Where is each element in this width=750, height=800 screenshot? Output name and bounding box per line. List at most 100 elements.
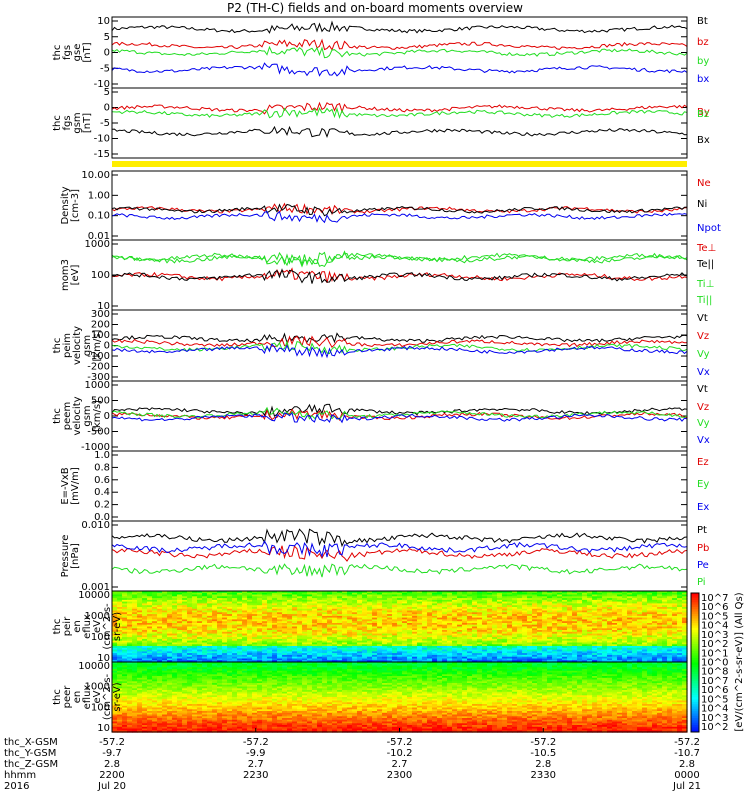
heatmap-cell — [117, 640, 123, 644]
heatmap-cell — [572, 656, 578, 660]
heatmap-cell — [542, 596, 548, 599]
heatmap-cell — [632, 592, 638, 596]
heatmap-cell — [477, 603, 483, 606]
heatmap-cell — [157, 640, 163, 644]
heatmap-cell — [462, 607, 468, 610]
heatmap-cell — [167, 623, 173, 626]
heatmap-cell — [467, 610, 473, 613]
heatmap-cell — [167, 594, 173, 597]
heatmap-cell — [267, 596, 273, 599]
heatmap-cell — [682, 608, 688, 612]
heatmap-cell — [237, 660, 243, 663]
heatmap-cell — [407, 633, 413, 636]
heatmap-cell — [432, 642, 438, 645]
heatmap-cell — [142, 644, 148, 647]
heatmap-cell — [127, 612, 133, 615]
heatmap-cell — [307, 631, 313, 635]
heatmap-cell — [302, 631, 308, 635]
heatmap-cell — [362, 662, 368, 665]
heatmap-cell — [222, 656, 228, 660]
heatmap-cell — [367, 626, 373, 629]
heatmap-cell — [212, 653, 218, 656]
heatmap-cell — [237, 646, 243, 649]
heatmap-cell — [427, 603, 433, 606]
heatmap-cell — [642, 623, 648, 626]
heatmap-cell — [262, 628, 268, 631]
heatmap-cell — [177, 608, 183, 612]
heatmap-cell — [407, 631, 413, 635]
heatmap-cell — [672, 608, 678, 612]
heatmap-cell — [412, 608, 418, 612]
heatmap-cell — [227, 605, 233, 608]
heatmap-cell — [417, 612, 423, 615]
heatmap-cell — [512, 594, 518, 597]
heatmap-cell — [402, 644, 408, 647]
heatmap-cell — [457, 647, 463, 651]
heatmap-cell — [392, 660, 398, 663]
heatmap-cell — [522, 630, 528, 633]
heatmap-cell — [137, 637, 143, 640]
heatmap-cell — [142, 619, 148, 622]
heatmap-cell — [187, 649, 193, 652]
heatmap-cell — [442, 638, 448, 642]
heatmap-cell — [612, 640, 618, 644]
heatmap-cell — [472, 647, 478, 651]
heatmap-cell — [572, 642, 578, 645]
heatmap-cell — [322, 624, 328, 628]
heatmap-cell — [462, 610, 468, 613]
heatmap-cell — [412, 607, 418, 610]
heatmap-cell — [202, 638, 208, 642]
heatmap-cell — [172, 599, 178, 603]
heatmap-cell — [202, 637, 208, 640]
heatmap-cell — [617, 647, 623, 651]
heatmap-cell — [487, 644, 493, 647]
heatmap-cell — [682, 614, 688, 617]
heatmap-cell — [292, 630, 298, 633]
heatmap-cell — [382, 623, 388, 626]
heatmap-cell — [282, 644, 288, 647]
heatmap-cell — [217, 612, 223, 615]
heatmap-cell — [567, 656, 573, 660]
heatmap-cell — [277, 615, 283, 619]
heatmap-cell — [312, 628, 318, 631]
heatmap-cell — [172, 642, 178, 645]
heatmap-cell — [622, 651, 628, 654]
heatmap-cell — [292, 635, 298, 638]
heatmap-cell — [152, 626, 158, 629]
heatmap-cell — [527, 592, 533, 596]
heatmap-cell — [402, 637, 408, 640]
heatmap-cell — [432, 624, 438, 628]
heatmap-cell — [202, 598, 208, 601]
heatmap-cell — [242, 626, 248, 629]
heatmap-cell — [167, 640, 173, 644]
heatmap-cell — [492, 596, 498, 599]
heatmap-cell — [457, 626, 463, 629]
heatmap-cell — [632, 598, 638, 601]
heatmap-cell — [302, 649, 308, 652]
heatmap-cell — [467, 599, 473, 603]
heatmap-cell — [132, 598, 138, 601]
heatmap-cell — [367, 614, 373, 617]
heatmap-cell — [482, 601, 488, 604]
heatmap-cell — [307, 608, 313, 612]
heatmap-cell — [222, 626, 228, 629]
heatmap-cell — [427, 637, 433, 640]
heatmap-cell — [612, 607, 618, 610]
heatmap-cell — [517, 640, 523, 644]
heatmap-cell — [582, 624, 588, 628]
heatmap-cell — [392, 662, 398, 665]
heatmap-cell — [382, 599, 388, 603]
heatmap-cell — [562, 653, 568, 656]
heatmap-cell — [242, 623, 248, 626]
heatmap-cell — [547, 640, 553, 644]
heatmap-cell — [182, 607, 188, 610]
heatmap-cell — [457, 635, 463, 638]
heatmap-cell — [282, 612, 288, 615]
heatmap-cell — [552, 651, 558, 654]
heatmap-cell — [337, 617, 343, 620]
heatmap-cell — [617, 607, 623, 610]
heatmap-cell — [132, 605, 138, 608]
heatmap-cell — [382, 637, 388, 640]
heatmap-cell — [207, 656, 213, 660]
heatmap-cell — [292, 612, 298, 615]
